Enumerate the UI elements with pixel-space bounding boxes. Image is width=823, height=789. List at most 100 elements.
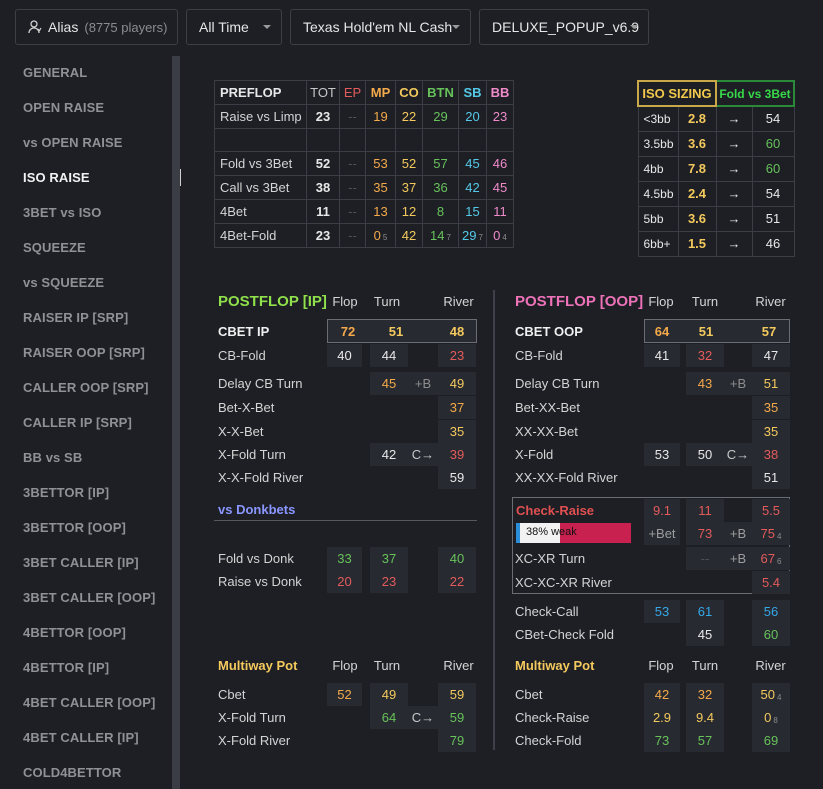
sidebar-item-cold4bettor[interactable]: COLD4BETTOR	[23, 765, 122, 780]
mw-cbet-turn: 32	[686, 683, 724, 706]
sidebar-item-vs-squeeze[interactable]: vs SQUEEZE	[23, 275, 105, 290]
iso-fold: 51	[751, 205, 795, 232]
sidebar-item-vs-open-raise[interactable]: vs OPEN RAISE	[23, 135, 123, 150]
preflop-row-label: 4Bet	[214, 199, 307, 224]
value: 9.4	[695, 710, 715, 725]
rdonk-turn: 23	[370, 570, 408, 593]
alias-dropdown[interactable]: Alias (8775 players)	[15, 9, 178, 45]
preflop-value: --	[348, 204, 357, 219]
cbet-highlight	[327, 319, 477, 343]
cc-flop: 53	[644, 600, 680, 623]
value: 51	[698, 324, 714, 339]
sample-size: 7	[478, 233, 483, 242]
value: 43	[697, 376, 713, 391]
preflop-value: 12	[401, 204, 417, 219]
preflop-cell: 8	[422, 199, 459, 224]
rdonk-river: 22	[438, 570, 476, 593]
cbet-oop-label: CBET OOP	[515, 323, 583, 339]
preflop-value: 42	[465, 180, 480, 195]
sidebar-item-raiser-oop-srp[interactable]: RAISER OOP [SRP]	[23, 345, 145, 360]
delay-river: 51	[752, 372, 790, 395]
time-filter-dropdown[interactable]: All Time	[186, 9, 282, 45]
fold-vs-3bet-header: Fold vs 3Bet	[715, 80, 795, 107]
value: +B	[414, 376, 432, 391]
preflop-header-bb: BB	[486, 80, 514, 105]
x-x-fold-river: 59	[438, 466, 476, 489]
value: 35	[763, 400, 779, 415]
bet-marker: +B	[724, 372, 752, 395]
iso-arrow: →	[715, 205, 753, 232]
iso-freq: 3.6	[677, 205, 717, 232]
hud-profile-dropdown[interactable]: DELUXE_POPUP_v6.9	[479, 9, 649, 45]
value: 57	[697, 733, 713, 748]
value: +B	[729, 376, 747, 391]
active-indicator	[180, 169, 181, 186]
xx-xx-fold-river: 51	[752, 466, 790, 489]
preflop-header-co: CO	[395, 80, 423, 105]
x-x-bet-river: 35	[438, 420, 476, 443]
x-fold-turn-label: X-Fold Turn	[218, 446, 286, 462]
sidebar-item-open-raise[interactable]: OPEN RAISE	[23, 100, 105, 115]
sidebar-item-4bettor-ip[interactable]: 4BETTOR [IP]	[23, 660, 110, 675]
mw-cf-turn: 57	[686, 729, 724, 752]
value: 38	[763, 447, 779, 462]
game-type-dropdown[interactable]: Texas Hold'em NL Cash	[290, 9, 471, 45]
sidebar-item-caller-oop-srp[interactable]: CALLER OOP [SRP]	[23, 380, 149, 395]
value: 50	[760, 687, 775, 702]
sidebar-item-3bet-vs-iso[interactable]: 3BET vs ISO	[23, 205, 102, 220]
sidebar-item-4bet-caller-ip[interactable]: 4BET CALLER [IP]	[23, 730, 139, 745]
sidebar-item-3bet-caller-oop[interactable]: 3BET CALLER [OOP]	[23, 590, 156, 605]
preflop-cell: 11	[486, 199, 514, 224]
preflop-cell: 22	[395, 104, 423, 129]
sidebar-item-caller-ip-srp[interactable]: CALLER IP [SRP]	[23, 415, 132, 430]
value: 79	[449, 733, 465, 748]
sample-size: 4	[777, 693, 782, 702]
value: 20	[337, 574, 352, 589]
preflop-value: 0	[493, 228, 501, 243]
iso-freq: 2.8	[677, 105, 717, 132]
sidebar-item-bb-vs-sb[interactable]: BB vs SB	[23, 450, 83, 465]
value: 59	[449, 470, 465, 485]
call-marker: C→	[724, 443, 752, 466]
preflop-value: 57	[433, 156, 448, 171]
value: 37	[381, 551, 397, 566]
cbfold-turn: 44	[370, 344, 408, 367]
preflop-cell: --	[339, 199, 366, 224]
preflop-value: 38	[315, 180, 331, 195]
sidebar-item-iso-raise[interactable]: ISO RAISE	[23, 170, 90, 185]
value: 59	[449, 710, 465, 725]
sidebar-item-raiser-ip-srp[interactable]: RAISER IP [SRP]	[23, 310, 129, 325]
preflop-value: 42	[401, 228, 417, 243]
value: 32	[697, 348, 713, 363]
x-x-fold-river-label: X-X-Fold River	[218, 469, 304, 485]
value: 49	[449, 376, 465, 391]
sample-size: 8	[773, 716, 778, 725]
sidebar-scrollbar[interactable]	[172, 56, 180, 789]
value: 5.4	[761, 575, 781, 590]
preflop-value: 13	[373, 204, 388, 219]
value: 69	[763, 733, 779, 748]
sample-size: 4	[502, 233, 507, 242]
bet-marker: +B	[724, 547, 752, 570]
sidebar-item-3bet-caller-ip[interactable]: 3BET CALLER [IP]	[23, 555, 139, 570]
x-fold-river: 38	[752, 443, 790, 466]
bet-marker: +B	[724, 522, 752, 545]
sidebar-item-3bettor-ip[interactable]: 3BETTOR [IP]	[23, 485, 110, 500]
value: 52	[337, 687, 352, 702]
value: 49	[381, 687, 397, 702]
sidebar-item-general[interactable]: GENERAL	[23, 65, 88, 80]
donk-flop: 33	[327, 547, 362, 570]
cbet-value: 57	[749, 320, 789, 343]
preflop-table: PREFLOP TOT EP MP CO BTN SB BB Raise vs Limp 23 --…	[214, 80, 514, 248]
sidebar-item-squeeze[interactable]: SQUEEZE	[23, 240, 86, 255]
value: C→	[411, 447, 435, 462]
sidebar-item-4bettor-oop[interactable]: 4BETTOR [OOP]	[23, 625, 126, 640]
iso-size: <3bb	[637, 105, 679, 132]
value: 53	[654, 447, 670, 462]
sidebar-item-3bettor-oop[interactable]: 3BETTOR [OOP]	[23, 520, 126, 535]
xcxcxr-river: 5.4	[752, 571, 790, 594]
xc-xr-turn-label: XC-XR Turn	[515, 550, 586, 566]
sidebar-item-4bet-caller-oop[interactable]: 4BET CALLER [OOP]	[23, 695, 156, 710]
preflop-row-label: Fold vs 3Bet	[214, 151, 307, 176]
preflop-value: 52	[401, 156, 417, 171]
